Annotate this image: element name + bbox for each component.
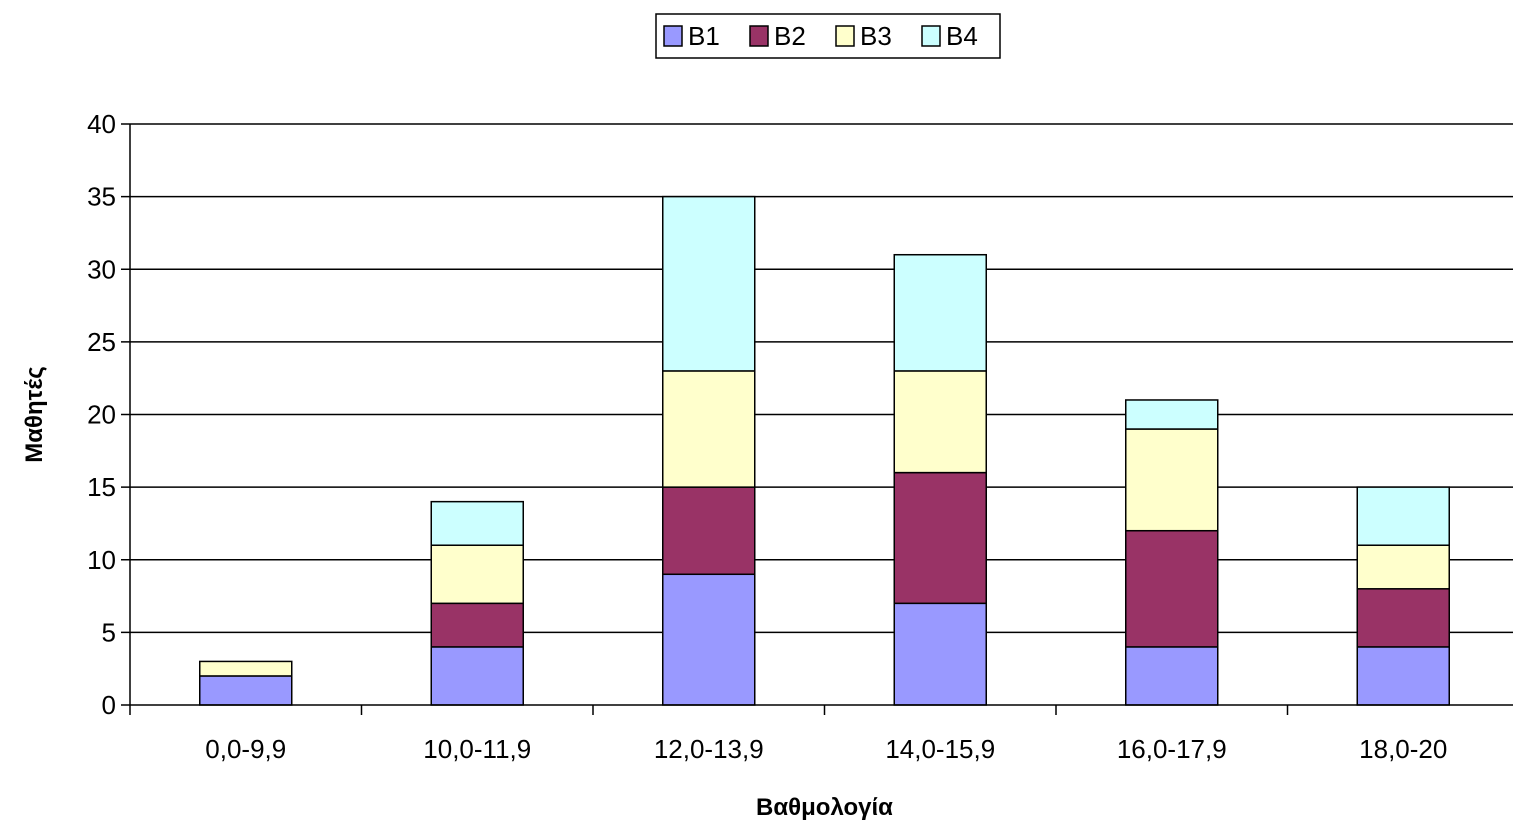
x-axis-title: Βαθμολογία [756,794,893,821]
bar-segment-b4 [662,195,756,372]
x-tick-label: 0,0-9,9 [205,734,286,764]
legend-label-b3: B3 [860,21,892,51]
y-tick-label: 20 [87,400,116,430]
legend-label-b4: B4 [946,21,978,51]
bar-segment-b2 [1356,588,1450,648]
x-tick-label: 10,0-11,9 [423,734,531,764]
y-tick-label: 15 [87,472,116,502]
legend-label-b1: B1 [688,21,720,51]
bar-segment-b3 [430,544,524,605]
y-axis-title: Μαθητές [21,366,48,462]
legend-swatch-b4 [921,25,941,47]
y-tick-label: 40 [87,109,116,139]
bar-segment-b4 [893,253,987,372]
bar-segment-b3 [662,370,756,488]
bar-segment-b3 [199,660,293,677]
bar-segment-b1 [1356,646,1450,706]
bar-segment-b1 [1125,646,1219,706]
y-tick-label: 0 [102,690,116,720]
bar-segment-b1 [199,675,293,706]
y-tick-label: 30 [87,254,116,284]
bars [199,195,1450,706]
y-tick-label: 10 [87,545,116,575]
bar-segment-b2 [430,602,524,648]
x-tick-label: 16,0-17,9 [1117,734,1227,764]
legend: B1 B2 B3 B4 [655,13,1001,59]
x-tick-label: 12,0-13,9 [654,734,764,764]
bar-segment-b2 [662,486,756,576]
y-tick-label: 25 [87,327,116,357]
x-tick-label: 14,0-15,9 [885,734,995,764]
y-tick-label: 35 [87,182,116,212]
bar-segment-b3 [1356,544,1450,590]
bar-segment-b4 [1356,486,1450,546]
bar-segment-b1 [662,573,756,706]
y-tick-label: 5 [102,617,116,647]
bar-segment-b1 [893,602,987,706]
gridlines [130,123,1513,634]
x-tick-label: 18,0-20 [1359,734,1447,764]
bar-segment-b1 [430,646,524,706]
legend-swatch-b2 [749,25,769,47]
bar-segment-b4 [1125,399,1219,430]
axes: 0 5 10 15 20 25 30 35 40 0,0-9,9 10,0-11,9 12,0-13,… [87,109,1513,764]
legend-box [655,13,1001,59]
bar-segment-b2 [1125,529,1219,648]
bar-segment-b2 [893,471,987,605]
legend-swatch-b1 [663,25,683,47]
bar-segment-b3 [893,370,987,474]
legend-swatch-b3 [835,25,855,47]
legend-label-b2: B2 [774,21,806,51]
bar-segment-b3 [1125,428,1219,532]
bar-segment-b4 [430,500,524,546]
